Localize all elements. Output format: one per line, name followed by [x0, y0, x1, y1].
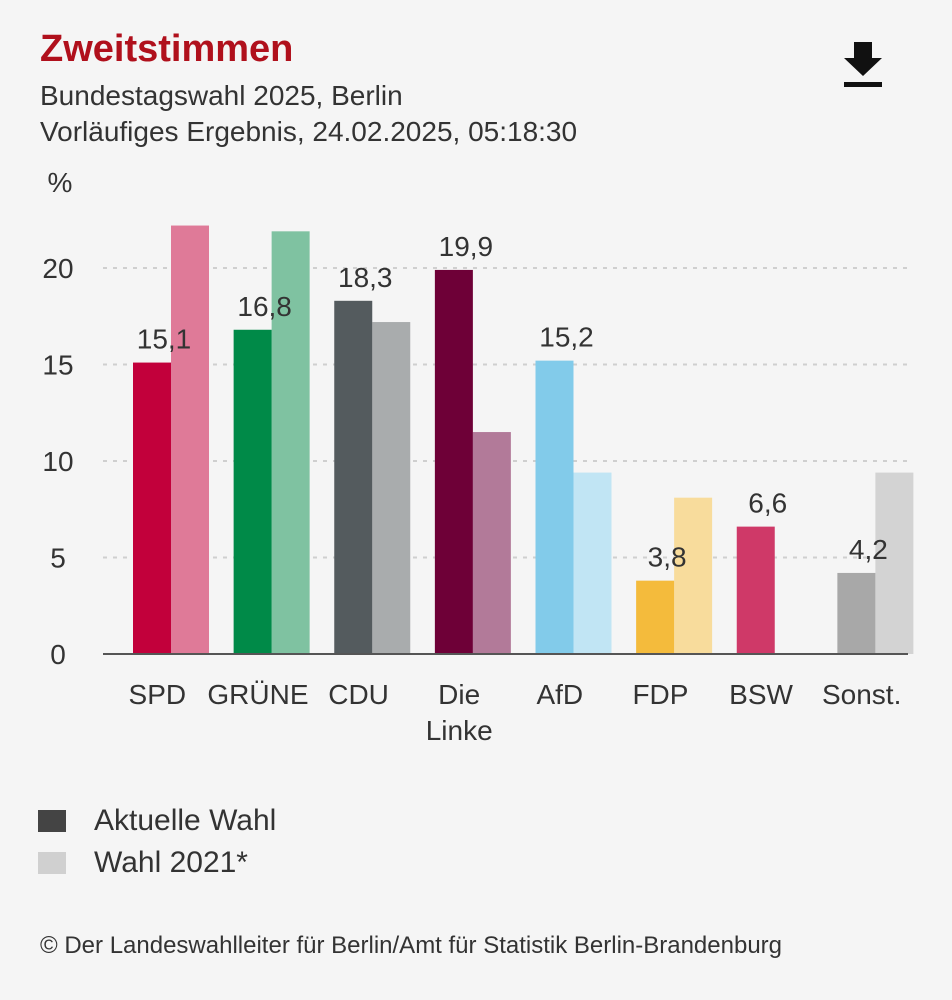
data-label-cdu: 18,3 — [338, 262, 393, 293]
bar-current-gr-ne — [233, 329, 272, 654]
legend-label-current: Aktuelle Wahl — [94, 804, 277, 837]
data-label-fdp: 3,8 — [648, 542, 687, 573]
data-label-spd: 15,1 — [137, 324, 192, 355]
copyright-footer: © Der Landeswahlleiter für Berlin/Amt fü… — [40, 932, 783, 959]
y-tick-label-10: 10 — [42, 446, 73, 477]
legend-label-2021: Wahl 2021* — [94, 846, 248, 879]
y-tick-label-0: 0 — [50, 639, 66, 670]
data-label-gr-ne: 16,8 — [237, 291, 292, 322]
y-axis-unit-label: % — [48, 167, 73, 198]
data-label-die-linke: 19,9 — [439, 231, 494, 262]
bar-current-fdp — [636, 580, 675, 654]
chart-timestamp: Vorläufiges Ergebnis, 24.02.2025, 05:18:… — [40, 116, 578, 147]
legend-swatch-current — [38, 810, 66, 832]
download-button[interactable] — [838, 38, 888, 90]
bar-current-sonst- — [837, 572, 876, 654]
x-tick-label-spd: SPD — [129, 679, 187, 710]
x-tick-label-cdu: CDU — [328, 679, 389, 710]
x-tick-label-fdp: FDP — [632, 679, 688, 710]
x-tick-label-die-linke-0: Die — [438, 679, 480, 710]
chart-title: Zweitstimmen — [40, 28, 294, 70]
bar-2021-spd — [171, 225, 209, 655]
bar-current-afd — [535, 360, 574, 654]
x-tick-label-afd: AfD — [536, 679, 583, 710]
y-tick-label-5: 5 — [50, 543, 66, 574]
legend-item-current: Aktuelle Wahl — [38, 800, 276, 842]
x-tick-label-die-linke-1: Linke — [426, 715, 493, 746]
x-tick-label-sonst-: Sonst. — [822, 679, 901, 710]
y-tick-label-15: 15 — [42, 350, 73, 381]
bar-2021-fdp — [674, 497, 713, 654]
bar-2021-die-linke — [472, 432, 511, 654]
chart-subtitle: Bundestagswahl 2025, Berlin — [40, 80, 403, 111]
data-label-sonst-: 4,2 — [849, 534, 888, 565]
bar-current-bsw — [736, 526, 775, 654]
bar-chart: % 0 5 10 15 20 15,1 SPD 16,8 GRÜNE 18,3 CDU 19,9 Die L… — [42, 167, 914, 746]
legend-swatch-2021 — [38, 852, 66, 874]
bar-current-cdu — [334, 300, 373, 654]
bar-2021-cdu — [372, 322, 411, 654]
legend-item-2021: Wahl 2021* — [38, 842, 276, 884]
bar-2021-gr-ne — [271, 231, 310, 654]
bar-current-spd — [133, 362, 171, 654]
x-tick-label-gr-ne: GRÜNE — [207, 679, 308, 710]
bar-2021-sonst- — [875, 472, 914, 654]
bar-current-die-linke — [434, 269, 473, 654]
data-label-afd: 15,2 — [539, 322, 594, 353]
download-icon — [844, 42, 882, 87]
data-label-bsw: 6,6 — [748, 488, 787, 519]
x-tick-label-bsw: BSW — [729, 679, 793, 710]
y-tick-label-20: 20 — [42, 253, 73, 284]
legend: Aktuelle Wahl Wahl 2021* — [38, 800, 276, 884]
bar-2021-afd — [573, 472, 612, 654]
